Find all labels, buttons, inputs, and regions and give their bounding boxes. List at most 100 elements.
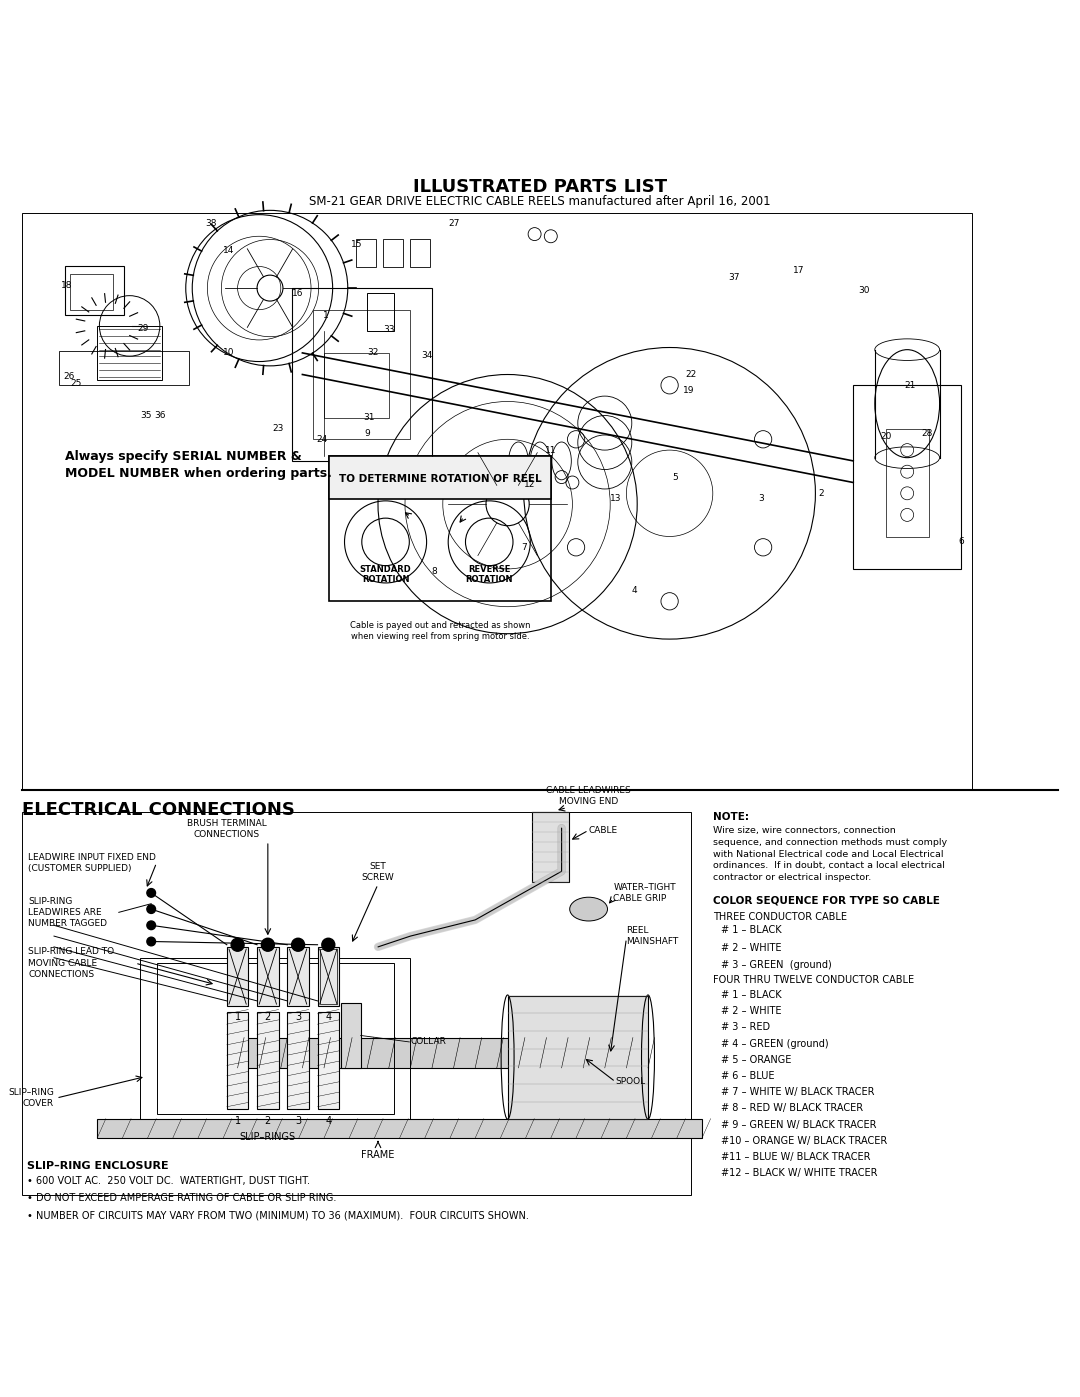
Text: 3: 3: [758, 495, 765, 503]
Text: 9: 9: [364, 429, 370, 439]
Text: SM-21 GEAR DRIVE ELECTRIC CABLE REELS manufactured after April 16, 2001: SM-21 GEAR DRIVE ELECTRIC CABLE REELS ma…: [309, 196, 771, 208]
Text: CABLE LEADWIRES
MOVING END: CABLE LEADWIRES MOVING END: [546, 787, 631, 806]
Bar: [70, 274, 113, 310]
Text: 11: 11: [545, 446, 556, 454]
Bar: [508, 996, 648, 1120]
Text: # 3 – GREEN  (ground): # 3 – GREEN (ground): [721, 960, 833, 970]
Text: 5: 5: [672, 472, 678, 482]
Bar: [227, 947, 248, 1006]
Text: 24: 24: [316, 434, 327, 444]
Text: 31: 31: [364, 414, 375, 422]
Text: SLIP–RING ENCLOSURE: SLIP–RING ENCLOSURE: [27, 1161, 168, 1171]
Circle shape: [147, 888, 156, 897]
Text: 4: 4: [631, 585, 637, 595]
Text: # 2 – WHITE: # 2 – WHITE: [721, 943, 782, 953]
Circle shape: [322, 939, 335, 951]
Text: STANDARD
ROTATION: STANDARD ROTATION: [360, 564, 411, 584]
Bar: [292, 288, 432, 461]
Text: SLIP-RING
LEADWIRES ARE
NUMBER TAGGED: SLIP-RING LEADWIRES ARE NUMBER TAGGED: [28, 897, 107, 928]
Text: #10 – ORANGE W/ BLACK TRACER: #10 – ORANGE W/ BLACK TRACER: [721, 1136, 888, 1146]
Text: 6: 6: [958, 538, 964, 546]
Text: 28: 28: [921, 429, 932, 439]
Text: 30: 30: [859, 286, 869, 295]
Bar: [329, 455, 551, 601]
Text: ELECTRICAL CONNECTIONS: ELECTRICAL CONNECTIONS: [22, 800, 295, 819]
Bar: [257, 947, 279, 1006]
Bar: [257, 1011, 279, 1109]
Text: 2: 2: [265, 1116, 271, 1126]
Text: BRUSH TERMINAL
CONNECTIONS: BRUSH TERMINAL CONNECTIONS: [187, 819, 267, 840]
Text: 16: 16: [293, 289, 303, 298]
Text: # 4 – GREEN (ground): # 4 – GREEN (ground): [721, 1039, 829, 1049]
Text: TO DETERMINE ROTATION OF REEL: TO DETERMINE ROTATION OF REEL: [339, 474, 541, 485]
Text: Cable is payed out and retracted as shown
when viewing reel from spring motor si: Cable is payed out and retracted as show…: [350, 620, 530, 641]
Text: 1: 1: [234, 1116, 241, 1126]
Text: NOTE:: NOTE:: [713, 812, 748, 821]
Text: 3: 3: [295, 1011, 301, 1021]
Text: # 3 – RED: # 3 – RED: [721, 1023, 770, 1032]
Text: # 9 – GREEN W/ BLACK TRACER: # 9 – GREEN W/ BLACK TRACER: [721, 1120, 877, 1130]
Bar: [97, 1119, 702, 1139]
Bar: [318, 1011, 339, 1109]
Text: 33: 33: [383, 324, 394, 334]
Bar: [59, 351, 189, 386]
Text: 23: 23: [272, 425, 283, 433]
Text: COLOR SEQUENCE FOR TYPE SO CABLE: COLOR SEQUENCE FOR TYPE SO CABLE: [713, 895, 940, 905]
Text: 21: 21: [905, 381, 916, 390]
Text: 3: 3: [295, 1116, 301, 1126]
Bar: [227, 1011, 248, 1109]
Text: 14: 14: [224, 246, 234, 254]
Bar: [318, 947, 339, 1006]
Bar: [22, 812, 691, 1196]
Circle shape: [231, 939, 244, 951]
Text: #12 – BLACK W/ WHITE TRACER: #12 – BLACK W/ WHITE TRACER: [721, 1168, 878, 1178]
Text: SLIP–RING
COVER: SLIP–RING COVER: [9, 1088, 54, 1108]
Text: 2: 2: [818, 489, 824, 497]
Bar: [157, 963, 394, 1115]
Text: SLIP–RINGS: SLIP–RINGS: [240, 1132, 296, 1141]
Text: 20: 20: [880, 432, 891, 440]
Text: 10: 10: [224, 348, 234, 358]
Text: # 8 – RED W/ BLACK TRACER: # 8 – RED W/ BLACK TRACER: [721, 1104, 864, 1113]
Circle shape: [147, 937, 156, 946]
Bar: [238, 1038, 648, 1067]
Text: 27: 27: [448, 219, 459, 228]
Circle shape: [147, 905, 156, 914]
Bar: [97, 326, 162, 380]
Text: Wire size, wire connectors, connection
sequence, and connection methods must com: Wire size, wire connectors, connection s…: [713, 826, 947, 882]
Text: 37: 37: [729, 272, 740, 282]
Text: 4: 4: [325, 1116, 332, 1126]
Bar: [65, 267, 124, 316]
Text: REEL
MAINSHAFT: REEL MAINSHAFT: [626, 926, 678, 946]
Bar: [356, 239, 376, 267]
Text: FOUR THRU TWELVE CONDUCTOR CABLE: FOUR THRU TWELVE CONDUCTOR CABLE: [713, 975, 914, 985]
Bar: [22, 212, 972, 791]
Text: 29: 29: [137, 324, 148, 332]
Text: # 5 – ORANGE: # 5 – ORANGE: [721, 1055, 792, 1065]
Text: 1: 1: [234, 1011, 241, 1021]
Text: 32: 32: [367, 348, 378, 358]
Bar: [341, 1003, 361, 1067]
Text: CABLE: CABLE: [589, 826, 618, 835]
Text: 8: 8: [431, 567, 437, 576]
Text: • DO NOT EXCEED AMPERAGE RATING OF CABLE OR SLIP RING.: • DO NOT EXCEED AMPERAGE RATING OF CABLE…: [27, 1193, 336, 1203]
Text: # 6 – BLUE: # 6 – BLUE: [721, 1071, 775, 1081]
Bar: [140, 958, 410, 1125]
Text: # 7 – WHITE W/ BLACK TRACER: # 7 – WHITE W/ BLACK TRACER: [721, 1087, 875, 1097]
Bar: [287, 947, 309, 1006]
Text: • NUMBER OF CIRCUITS MAY VARY FROM TWO (MINIMUM) TO 36 (MAXIMUM).  FOUR CIRCUITS: • NUMBER OF CIRCUITS MAY VARY FROM TWO (…: [27, 1210, 529, 1221]
Text: 26: 26: [64, 372, 75, 381]
Text: THREE CONDUCTOR CABLE: THREE CONDUCTOR CABLE: [713, 912, 847, 922]
Text: 2: 2: [265, 1011, 271, 1021]
Bar: [329, 455, 551, 499]
Text: 1: 1: [323, 310, 329, 320]
Text: 15: 15: [351, 240, 362, 250]
Text: 4: 4: [325, 1011, 332, 1021]
Bar: [383, 239, 403, 267]
Bar: [287, 1011, 309, 1109]
Bar: [886, 429, 929, 536]
Text: SLIP-RING LEAD TO
MOVING CABLE
CONNECTIONS: SLIP-RING LEAD TO MOVING CABLE CONNECTIO…: [28, 947, 114, 979]
Bar: [410, 239, 430, 267]
Text: 18: 18: [62, 281, 72, 291]
Bar: [324, 353, 389, 418]
